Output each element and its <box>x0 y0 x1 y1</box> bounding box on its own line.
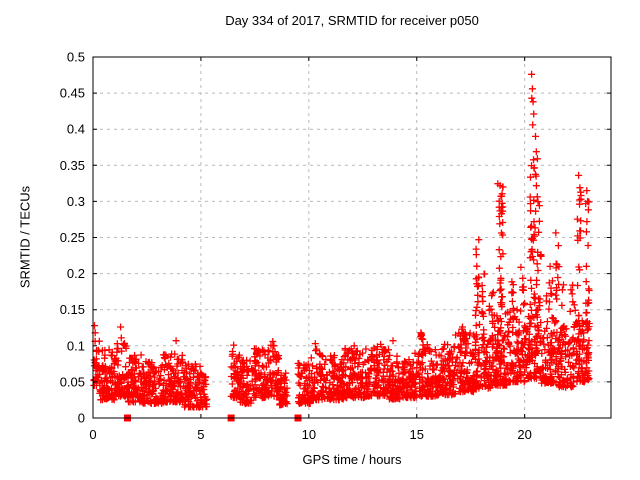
svg-text:0.3: 0.3 <box>67 194 85 209</box>
svg-text:0.45: 0.45 <box>60 86 85 101</box>
svg-text:10: 10 <box>302 427 316 442</box>
svg-text:0.05: 0.05 <box>60 374 85 389</box>
x-axis-label: GPS time / hours <box>302 452 402 467</box>
svg-text:20: 20 <box>517 427 531 442</box>
tick-labels: 0 5 10 15 20 0 0.05 0.1 0.15 0.2 0.25 0.3 0.35 0.4 0.4… <box>60 50 532 443</box>
scatter-points <box>90 70 593 411</box>
chart-title: Day 334 of 2017, SRMTID for receiver p05… <box>225 13 479 28</box>
svg-text:0.1: 0.1 <box>67 338 85 353</box>
svg-text:0.5: 0.5 <box>67 50 85 65</box>
svg-text:0.4: 0.4 <box>67 122 85 137</box>
svg-text:0.2: 0.2 <box>67 266 85 281</box>
svg-text:0.35: 0.35 <box>60 158 85 173</box>
svg-text:0.15: 0.15 <box>60 302 85 317</box>
svg-text:5: 5 <box>197 427 204 442</box>
svg-text:0.25: 0.25 <box>60 230 85 245</box>
svg-text:15: 15 <box>410 427 424 442</box>
axis-ticks <box>92 56 611 419</box>
svg-text:0: 0 <box>78 411 85 426</box>
svg-text:0: 0 <box>89 427 96 442</box>
